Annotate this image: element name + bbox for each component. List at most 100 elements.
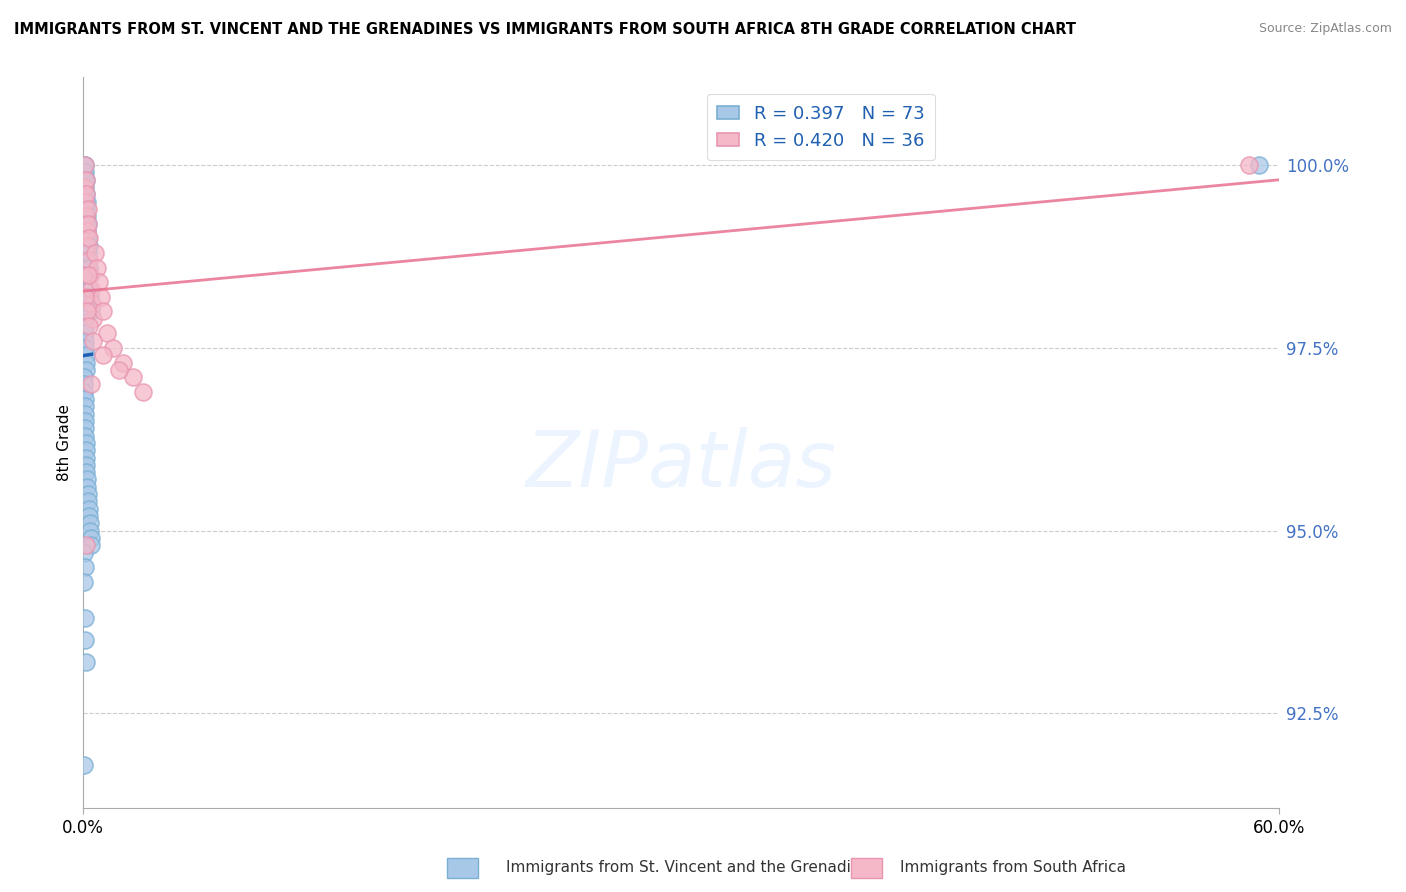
Point xyxy=(77,268,100,282)
Point xyxy=(77,253,100,268)
Point xyxy=(75,414,97,428)
Point xyxy=(84,245,107,260)
Point xyxy=(122,370,145,384)
Point xyxy=(77,217,100,231)
Point xyxy=(76,238,98,252)
Text: IMMIGRANTS FROM ST. VINCENT AND THE GRENADINES VS IMMIGRANTS FROM SOUTH AFRICA 8: IMMIGRANTS FROM ST. VINCENT AND THE GREN… xyxy=(14,22,1076,37)
Point xyxy=(76,480,98,494)
Point xyxy=(77,231,100,245)
Point xyxy=(75,407,97,421)
Point xyxy=(79,268,101,282)
Point xyxy=(75,443,97,458)
Point xyxy=(101,341,124,355)
Y-axis label: 8th Grade: 8th Grade xyxy=(58,404,72,482)
Point xyxy=(75,245,97,260)
Text: ZIPatlas: ZIPatlas xyxy=(526,427,837,503)
Point xyxy=(77,318,100,333)
Point xyxy=(76,304,98,318)
Point xyxy=(75,202,97,216)
Point xyxy=(73,377,96,392)
Point xyxy=(76,194,98,209)
Point xyxy=(77,238,100,252)
Point xyxy=(77,231,100,245)
Point xyxy=(73,318,96,333)
Point xyxy=(79,524,101,538)
Point xyxy=(75,210,97,224)
Point xyxy=(75,158,97,172)
Point xyxy=(91,348,114,362)
Point xyxy=(75,611,97,625)
Point xyxy=(73,757,96,772)
Point xyxy=(75,173,97,187)
Point xyxy=(75,180,97,194)
Point xyxy=(112,355,135,369)
Point xyxy=(75,538,97,552)
Point xyxy=(1247,158,1270,172)
Point xyxy=(75,202,97,216)
Point xyxy=(76,473,98,487)
Point xyxy=(82,334,104,348)
Point xyxy=(89,275,111,289)
Point xyxy=(75,655,97,669)
Point xyxy=(75,450,97,465)
Point xyxy=(73,545,96,559)
Point xyxy=(77,268,100,282)
Point xyxy=(75,428,97,442)
Point xyxy=(73,173,96,187)
Point xyxy=(76,458,98,472)
Point xyxy=(80,538,103,552)
Point xyxy=(75,355,97,369)
Point xyxy=(76,487,98,501)
Point xyxy=(1237,158,1260,172)
Point xyxy=(75,187,97,202)
Point xyxy=(80,377,103,392)
Point xyxy=(73,334,96,348)
Point xyxy=(73,384,96,399)
Point xyxy=(79,516,101,531)
Text: Immigrants from South Africa: Immigrants from South Africa xyxy=(900,860,1126,874)
Point xyxy=(75,436,97,450)
Point xyxy=(76,224,98,238)
Point xyxy=(73,341,96,355)
Point xyxy=(75,158,97,172)
Point xyxy=(76,494,98,508)
Point xyxy=(76,210,98,224)
Point xyxy=(77,260,100,275)
Point xyxy=(90,290,112,304)
Point xyxy=(75,165,97,179)
Point xyxy=(73,326,96,341)
Point xyxy=(73,392,96,406)
Point xyxy=(73,560,96,574)
Point xyxy=(82,297,104,311)
Point xyxy=(73,194,96,209)
Point xyxy=(73,311,96,326)
Point xyxy=(75,421,97,435)
Point xyxy=(73,180,96,194)
Point xyxy=(75,363,97,377)
Point xyxy=(76,238,98,252)
Point xyxy=(73,165,96,179)
Point xyxy=(86,260,108,275)
Point xyxy=(76,224,98,238)
Point xyxy=(73,400,96,414)
Point xyxy=(77,501,100,516)
Point xyxy=(80,304,103,318)
Point xyxy=(79,268,101,282)
Point xyxy=(80,531,103,545)
Point xyxy=(77,282,100,296)
Point xyxy=(132,384,155,399)
Point xyxy=(73,574,96,589)
Point xyxy=(75,633,97,648)
Text: Immigrants from St. Vincent and the Grenadines: Immigrants from St. Vincent and the Gren… xyxy=(506,860,879,874)
Point xyxy=(75,173,97,187)
Point xyxy=(75,231,97,245)
Point xyxy=(77,509,100,524)
Point xyxy=(75,290,97,304)
Point xyxy=(79,290,101,304)
Point xyxy=(108,363,131,377)
Point xyxy=(75,194,97,209)
Point xyxy=(91,304,114,318)
Point xyxy=(75,210,97,224)
Point xyxy=(76,465,98,479)
Point xyxy=(73,370,96,384)
